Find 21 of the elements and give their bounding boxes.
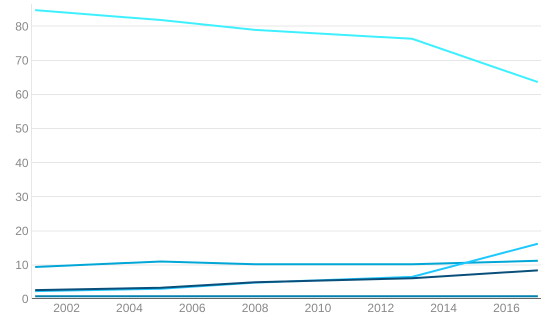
y-tick-label: 20 <box>15 224 29 238</box>
y-tick-label: 0 <box>22 292 29 306</box>
x-tick-label: 2006 <box>178 301 206 315</box>
line-series <box>34 242 539 292</box>
x-tick-label: 2008 <box>242 301 269 315</box>
x-tick-label: 2002 <box>53 301 80 315</box>
y-tick-label: 10 <box>15 258 29 272</box>
y-tick-label: 40 <box>15 156 29 170</box>
y-tick-label: 30 <box>15 190 29 204</box>
line-series <box>34 269 539 292</box>
x-tick-label: 2016 <box>493 301 520 315</box>
y-tick-label: 60 <box>15 88 29 102</box>
y-tick-label: 80 <box>15 19 29 34</box>
x-tick-label: 2012 <box>367 301 394 315</box>
line-series <box>34 9 539 84</box>
y-tick-label: 70 <box>15 53 29 68</box>
y-tick-label: 50 <box>15 122 29 136</box>
x-tick-label: 2004 <box>116 301 144 315</box>
x-tick-label: 2014 <box>430 301 458 315</box>
x-tick-label: 2010 <box>304 301 332 315</box>
line-series <box>34 260 539 268</box>
